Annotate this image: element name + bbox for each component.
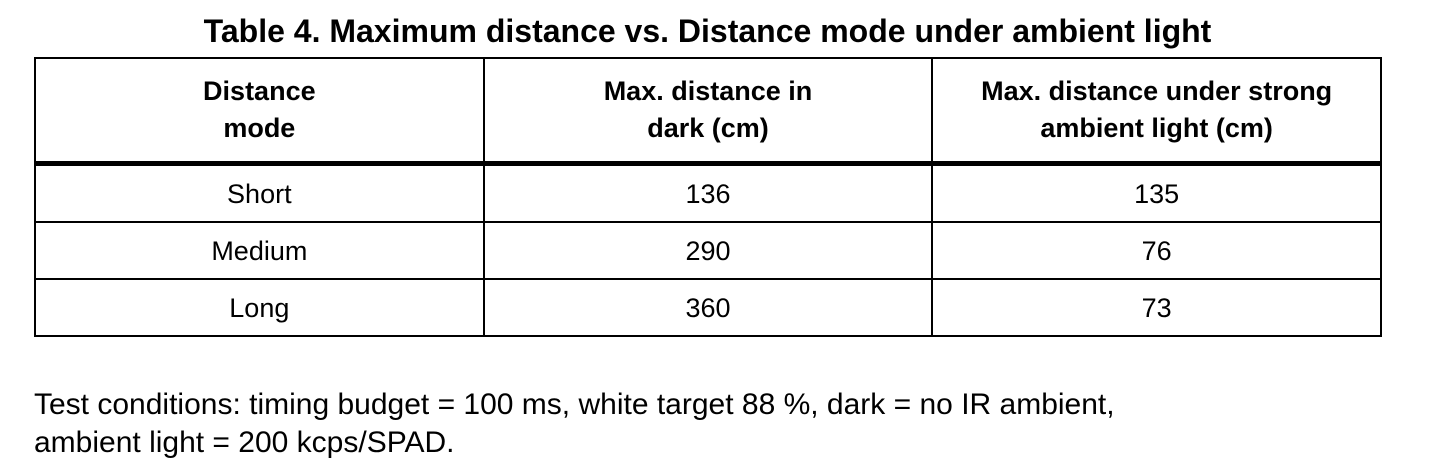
header-line: mode bbox=[223, 113, 296, 143]
cell-max-distance-dark: 136 bbox=[482, 162, 934, 223]
cell-max-distance-dark: 290 bbox=[482, 221, 934, 280]
header-line: Max. distance in bbox=[603, 76, 813, 106]
note-line: ambient light = 200 kcps/SPAD. bbox=[34, 426, 455, 459]
header-max-distance-dark: Max. distance in dark (cm) bbox=[482, 57, 934, 166]
table-header-row: Distance mode Max. distance in dark (cm)… bbox=[34, 57, 1382, 166]
table-caption: Table 4. Maximum distance vs. Distance m… bbox=[203, 13, 1212, 49]
cell-max-distance-dark: 360 bbox=[482, 278, 934, 337]
table-row: Medium 290 76 bbox=[34, 221, 1382, 280]
header-line: Max. distance under strong bbox=[981, 76, 1333, 106]
distance-table: Distance mode Max. distance in dark (cm)… bbox=[34, 57, 1382, 337]
cell-distance-mode: Medium bbox=[34, 221, 485, 280]
header-line: ambient light (cm) bbox=[1040, 113, 1273, 143]
cell-distance-mode: Long bbox=[34, 278, 485, 337]
header-line: dark (cm) bbox=[647, 113, 769, 143]
cell-max-distance-ambient: 76 bbox=[931, 221, 1382, 280]
header-line: Distance bbox=[203, 76, 316, 106]
header-distance-mode: Distance mode bbox=[34, 57, 485, 166]
cell-max-distance-ambient: 73 bbox=[931, 278, 1382, 337]
note-line: Test conditions: timing budget = 100 ms,… bbox=[34, 388, 1115, 421]
header-max-distance-ambient: Max. distance under strong ambient light… bbox=[931, 57, 1382, 166]
table-row: Long 360 73 bbox=[34, 278, 1382, 337]
table-row: Short 136 135 bbox=[34, 162, 1382, 223]
cell-distance-mode: Short bbox=[34, 162, 485, 223]
cell-max-distance-ambient: 135 bbox=[931, 162, 1382, 223]
test-conditions-note: Test conditions: timing budget = 100 ms,… bbox=[34, 386, 1414, 462]
